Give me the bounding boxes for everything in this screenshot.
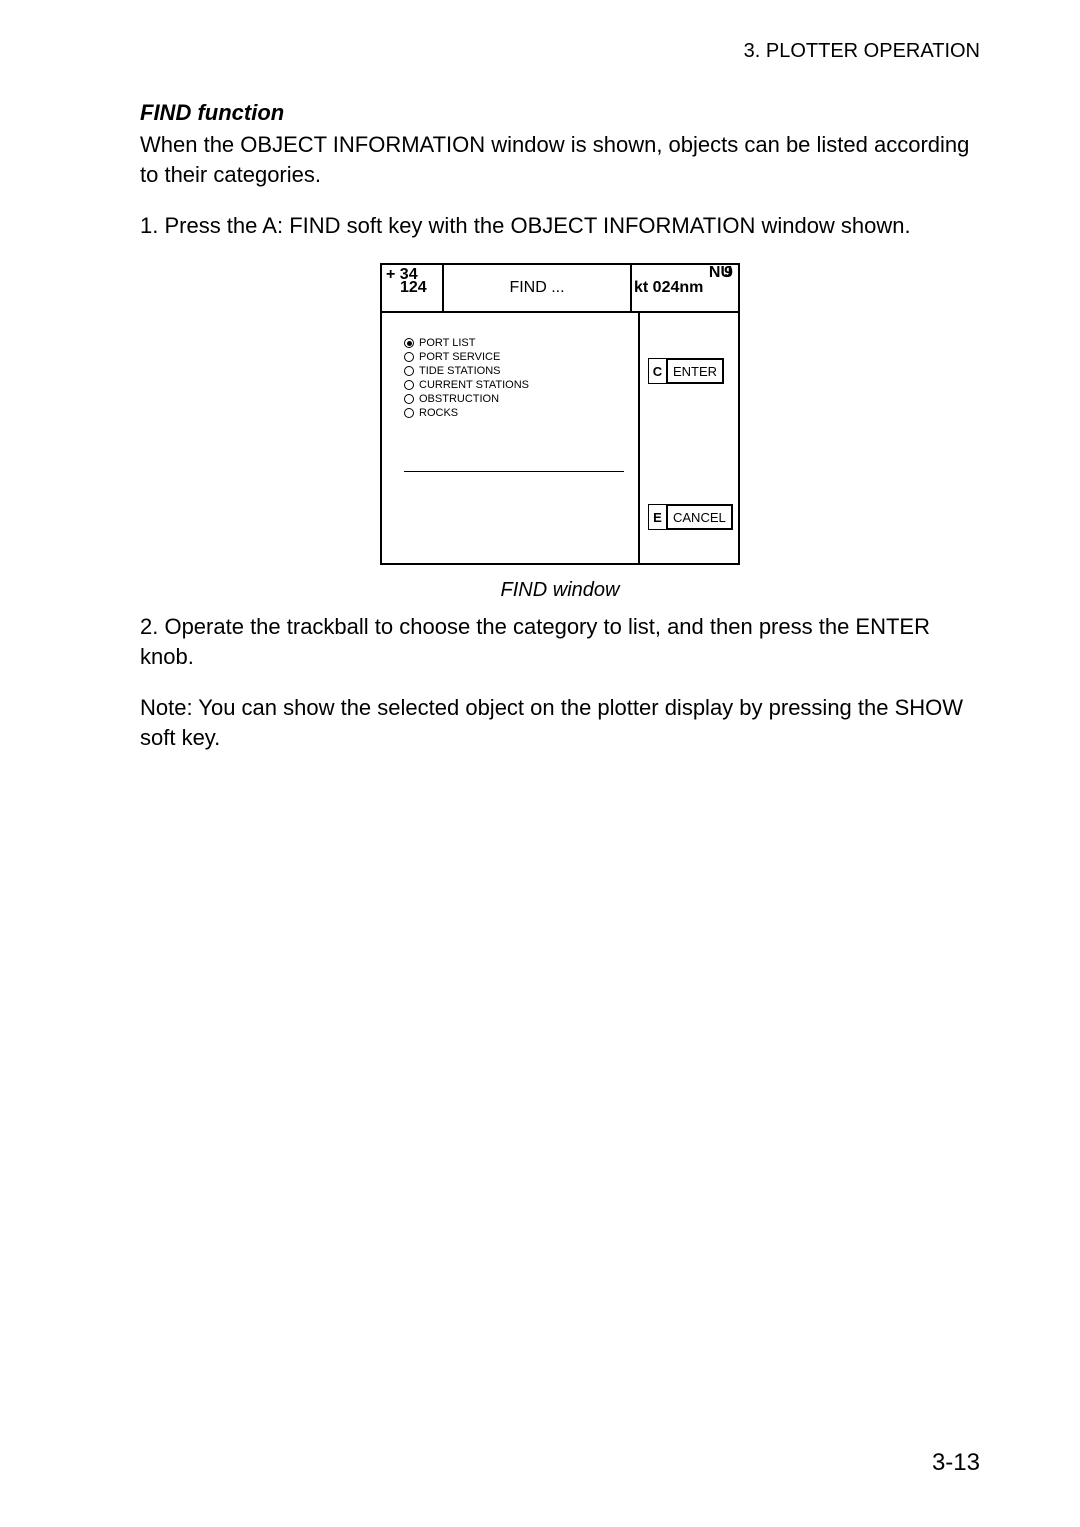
window-title-bar: + 34 124 FIND ... 9 NU kt 024nm [382,265,738,313]
kt-label: kt 024nm [632,280,734,297]
window-title: FIND ... [444,265,630,311]
softkey-column: C ENTER E CANCEL [640,313,738,563]
page-number: 3-13 [932,1449,980,1477]
radio-label: PORT SERVICE [419,351,500,363]
radio-rocks[interactable]: ROCKS [404,407,624,419]
note-text: Note: You can show the selected object o… [140,693,980,752]
radio-icon [404,394,414,404]
intro-text: When the OBJECT INFORMATION window is sh… [140,130,980,189]
cancel-softkey[interactable]: E CANCEL [648,504,733,530]
radio-port-list[interactable]: PORT LIST [404,337,624,349]
radio-label: TIDE STATIONS [419,365,501,377]
section-title: FIND function [140,100,980,126]
radio-label: PORT LIST [419,337,475,349]
status-box: 9 NU kt 024nm [630,265,738,311]
softkey-letter: E [648,504,666,530]
radio-icon [404,380,414,390]
radio-current-stations[interactable]: CURRENT STATIONS [404,379,624,391]
radio-label: OBSTRUCTION [419,393,499,405]
radio-tide-stations[interactable]: TIDE STATIONS [404,365,624,377]
radio-port-service[interactable]: PORT SERVICE [404,351,624,363]
figure: + 34 124 FIND ... 9 NU kt 024nm [140,263,980,602]
radio-label: CURRENT STATIONS [419,379,529,391]
chapter-header: 3. PLOTTER OPERATION [744,40,980,63]
softkey-label: CANCEL [666,504,733,530]
category-list: PORT LIST PORT SERVICE TIDE STATIONS [382,313,640,563]
radio-icon [404,352,414,362]
radio-icon [404,338,414,348]
softkey-letter: C [648,358,666,384]
step-1: 1. Press the A: FIND soft key with the O… [140,211,980,241]
step-2: 2. Operate the trackball to choose the c… [140,612,980,671]
radio-label: ROCKS [419,407,458,419]
softkey-label: ENTER [666,358,724,384]
figure-caption: FIND window [501,579,620,602]
radio-obstruction[interactable]: OBSTRUCTION [404,393,624,405]
title-text: FIND ... [509,279,564,297]
coords-box: + 34 124 [382,265,444,311]
enter-softkey[interactable]: C ENTER [648,358,724,384]
category-list-inner: PORT LIST PORT SERVICE TIDE STATIONS [404,337,624,472]
window-body: PORT LIST PORT SERVICE TIDE STATIONS [382,313,738,563]
page: 3. PLOTTER OPERATION FIND function When … [0,0,1080,1527]
find-window: + 34 124 FIND ... 9 NU kt 024nm [380,263,740,565]
radio-icon [404,408,414,418]
radio-icon [404,366,414,376]
